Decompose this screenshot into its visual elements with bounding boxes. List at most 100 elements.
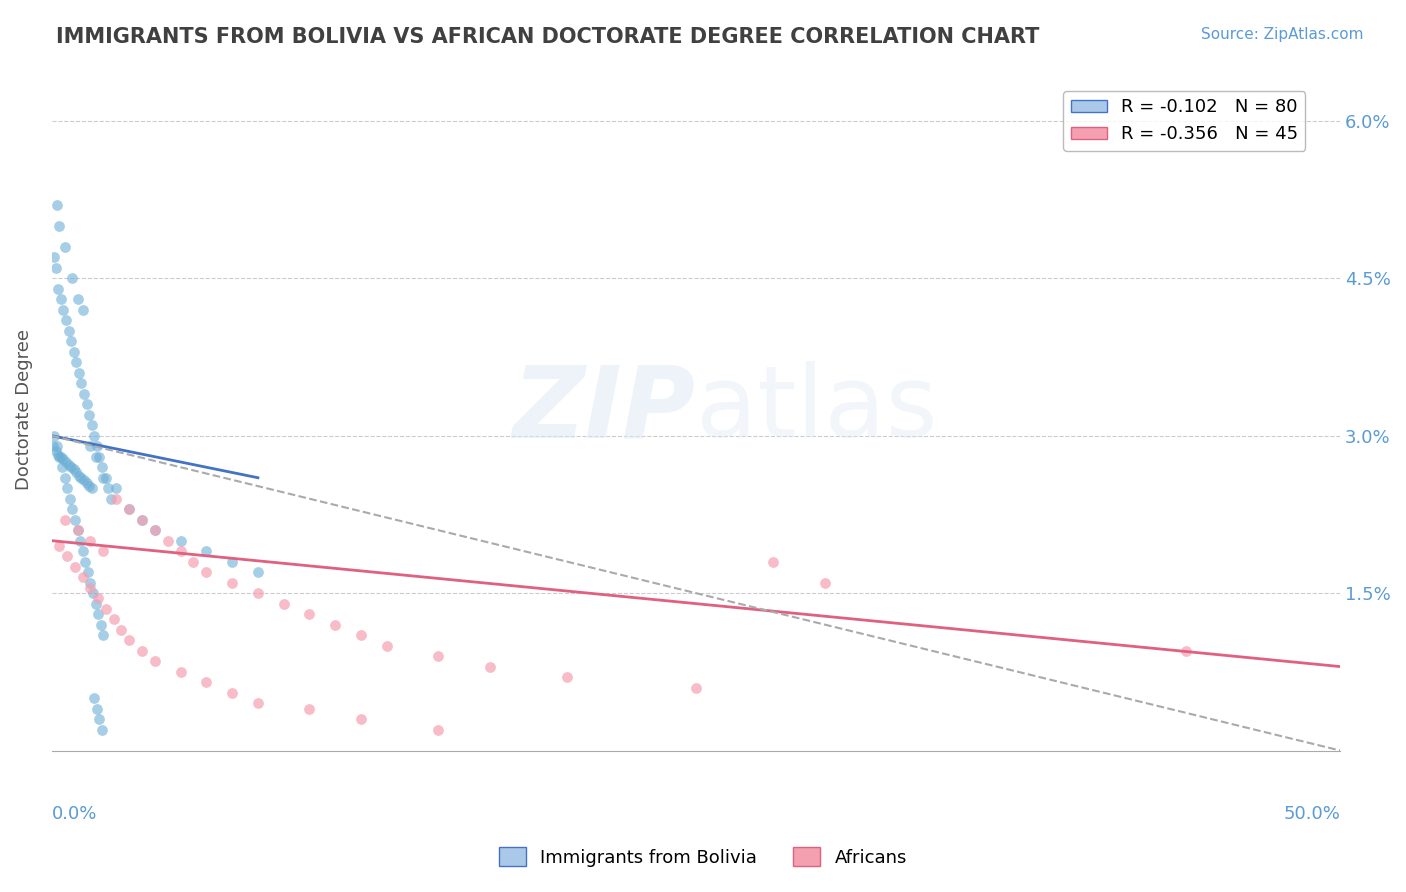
Point [52, 302, 75, 317]
Point [91, 460, 114, 475]
Point [79, 575, 101, 590]
Text: Source: ZipAtlas.com: Source: ZipAtlas.com [1201, 27, 1364, 42]
Point [76, 565, 98, 579]
Point [110, 623, 132, 637]
Point [143, 523, 166, 537]
Point [323, 617, 346, 632]
Point [91, 628, 114, 642]
Point [49, 450, 72, 464]
Point [131, 513, 153, 527]
Point [478, 659, 501, 673]
Point [246, 696, 269, 710]
Text: 50.0%: 50.0% [1284, 805, 1340, 823]
Point [76, 475, 98, 490]
Point [131, 644, 153, 658]
Point [84, 450, 107, 464]
Point [105, 481, 128, 495]
Point [103, 612, 125, 626]
Point [63, 513, 86, 527]
Point [58, 458, 80, 472]
Point [70, 376, 93, 391]
Point [143, 654, 166, 668]
Point [65, 355, 87, 369]
Point [90, 617, 112, 632]
Point [195, 565, 218, 579]
Point [86, 701, 108, 715]
Point [91, 471, 114, 485]
Point [298, 701, 321, 715]
Point [221, 686, 243, 700]
Point [183, 555, 205, 569]
Point [44, 429, 66, 443]
Point [169, 544, 191, 558]
Point [86, 439, 108, 453]
Point [89, 450, 111, 464]
Point [105, 491, 128, 506]
Point [42, 439, 65, 453]
Point [53, 513, 76, 527]
Point [84, 597, 107, 611]
Point [195, 675, 218, 690]
Point [555, 670, 578, 684]
Point [70, 471, 93, 485]
Point [76, 397, 98, 411]
Point [94, 471, 117, 485]
Point [73, 473, 96, 487]
Point [97, 481, 120, 495]
Point [75, 555, 97, 569]
Point [80, 418, 103, 433]
Point [67, 366, 90, 380]
Point [45, 198, 67, 212]
Point [685, 681, 707, 695]
Point [58, 324, 80, 338]
Point [94, 602, 117, 616]
Point [131, 513, 153, 527]
Point [69, 533, 91, 548]
Point [52, 451, 75, 466]
Point [273, 597, 295, 611]
Point [87, 591, 110, 606]
Point [156, 533, 179, 548]
Point [375, 639, 398, 653]
Point [72, 302, 94, 317]
Point [66, 523, 89, 537]
Point [77, 408, 100, 422]
Text: ZIP: ZIP [513, 361, 696, 458]
Point [91, 544, 114, 558]
Point [72, 570, 94, 584]
Point [83, 691, 105, 706]
Text: atlas: atlas [696, 361, 938, 458]
Point [46, 282, 69, 296]
Point [100, 491, 122, 506]
Point [48, 539, 70, 553]
Point [45, 439, 67, 453]
Point [51, 460, 73, 475]
Point [246, 586, 269, 600]
Point [246, 565, 269, 579]
Point [143, 523, 166, 537]
Point [55, 455, 77, 469]
Point [55, 313, 77, 327]
Point [72, 544, 94, 558]
Point [45, 260, 67, 275]
Point [73, 386, 96, 401]
Point [350, 628, 373, 642]
Point [66, 523, 89, 537]
Point [66, 293, 89, 307]
Point [118, 502, 141, 516]
Point [79, 581, 101, 595]
Point [67, 468, 90, 483]
Point [118, 502, 141, 516]
Point [77, 479, 100, 493]
Point [46, 448, 69, 462]
Point [427, 649, 450, 664]
Point [56, 549, 79, 564]
Text: IMMIGRANTS FROM BOLIVIA VS AFRICAN DOCTORATE DEGREE CORRELATION CHART: IMMIGRANTS FROM BOLIVIA VS AFRICAN DOCTO… [56, 27, 1039, 46]
Point [91, 723, 114, 737]
Point [60, 502, 83, 516]
Point [118, 633, 141, 648]
Point [49, 293, 72, 307]
Point [60, 271, 83, 285]
Y-axis label: Doctorate Degree: Doctorate Degree [15, 329, 32, 490]
Point [60, 334, 83, 349]
